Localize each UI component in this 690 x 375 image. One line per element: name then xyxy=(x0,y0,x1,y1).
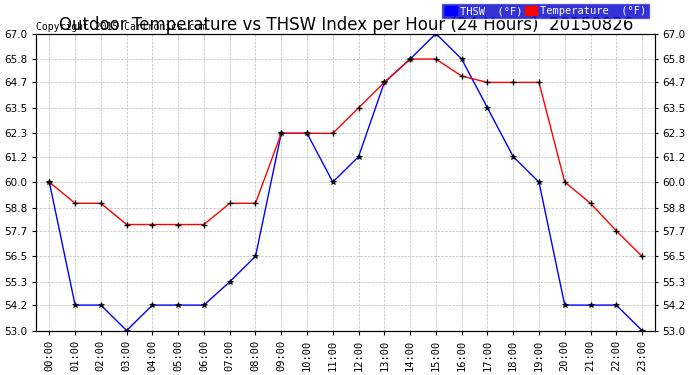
Legend: THSW  (°F), Temperature  (°F): THSW (°F), Temperature (°F) xyxy=(442,3,650,20)
Text: Copyright 2015 Cartronics.com: Copyright 2015 Cartronics.com xyxy=(37,22,207,32)
Title: Outdoor Temperature vs THSW Index per Hour (24 Hours)  20150826: Outdoor Temperature vs THSW Index per Ho… xyxy=(59,16,633,34)
